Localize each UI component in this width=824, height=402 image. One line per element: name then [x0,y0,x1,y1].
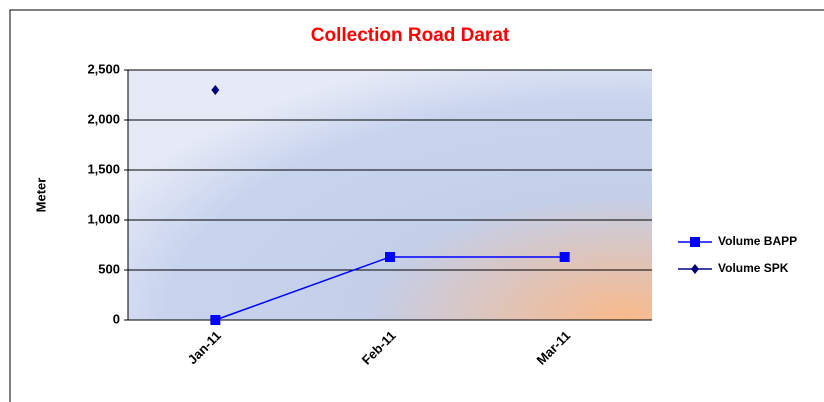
data-point [211,85,220,95]
data-point [559,252,570,262]
chart-title: Collection Road Darat [311,25,510,46]
y-tick-label: 1,500 [87,161,120,176]
y-tick-label: 1,000 [87,211,120,226]
legend-marker [690,237,700,247]
data-point [210,315,221,325]
plot-area [128,70,652,320]
y-tick-label: 2,500 [87,61,120,76]
y-tick-label: 500 [98,261,120,276]
y-axis-label: Meter [33,178,48,213]
data-point [385,252,395,262]
legend-marker [691,264,699,274]
legend-label: Volume BAPP [718,234,797,248]
y-tick-label: 0 [113,311,120,326]
legend-label: Volume SPK [718,261,789,275]
y-tick-label: 2,000 [87,111,120,126]
